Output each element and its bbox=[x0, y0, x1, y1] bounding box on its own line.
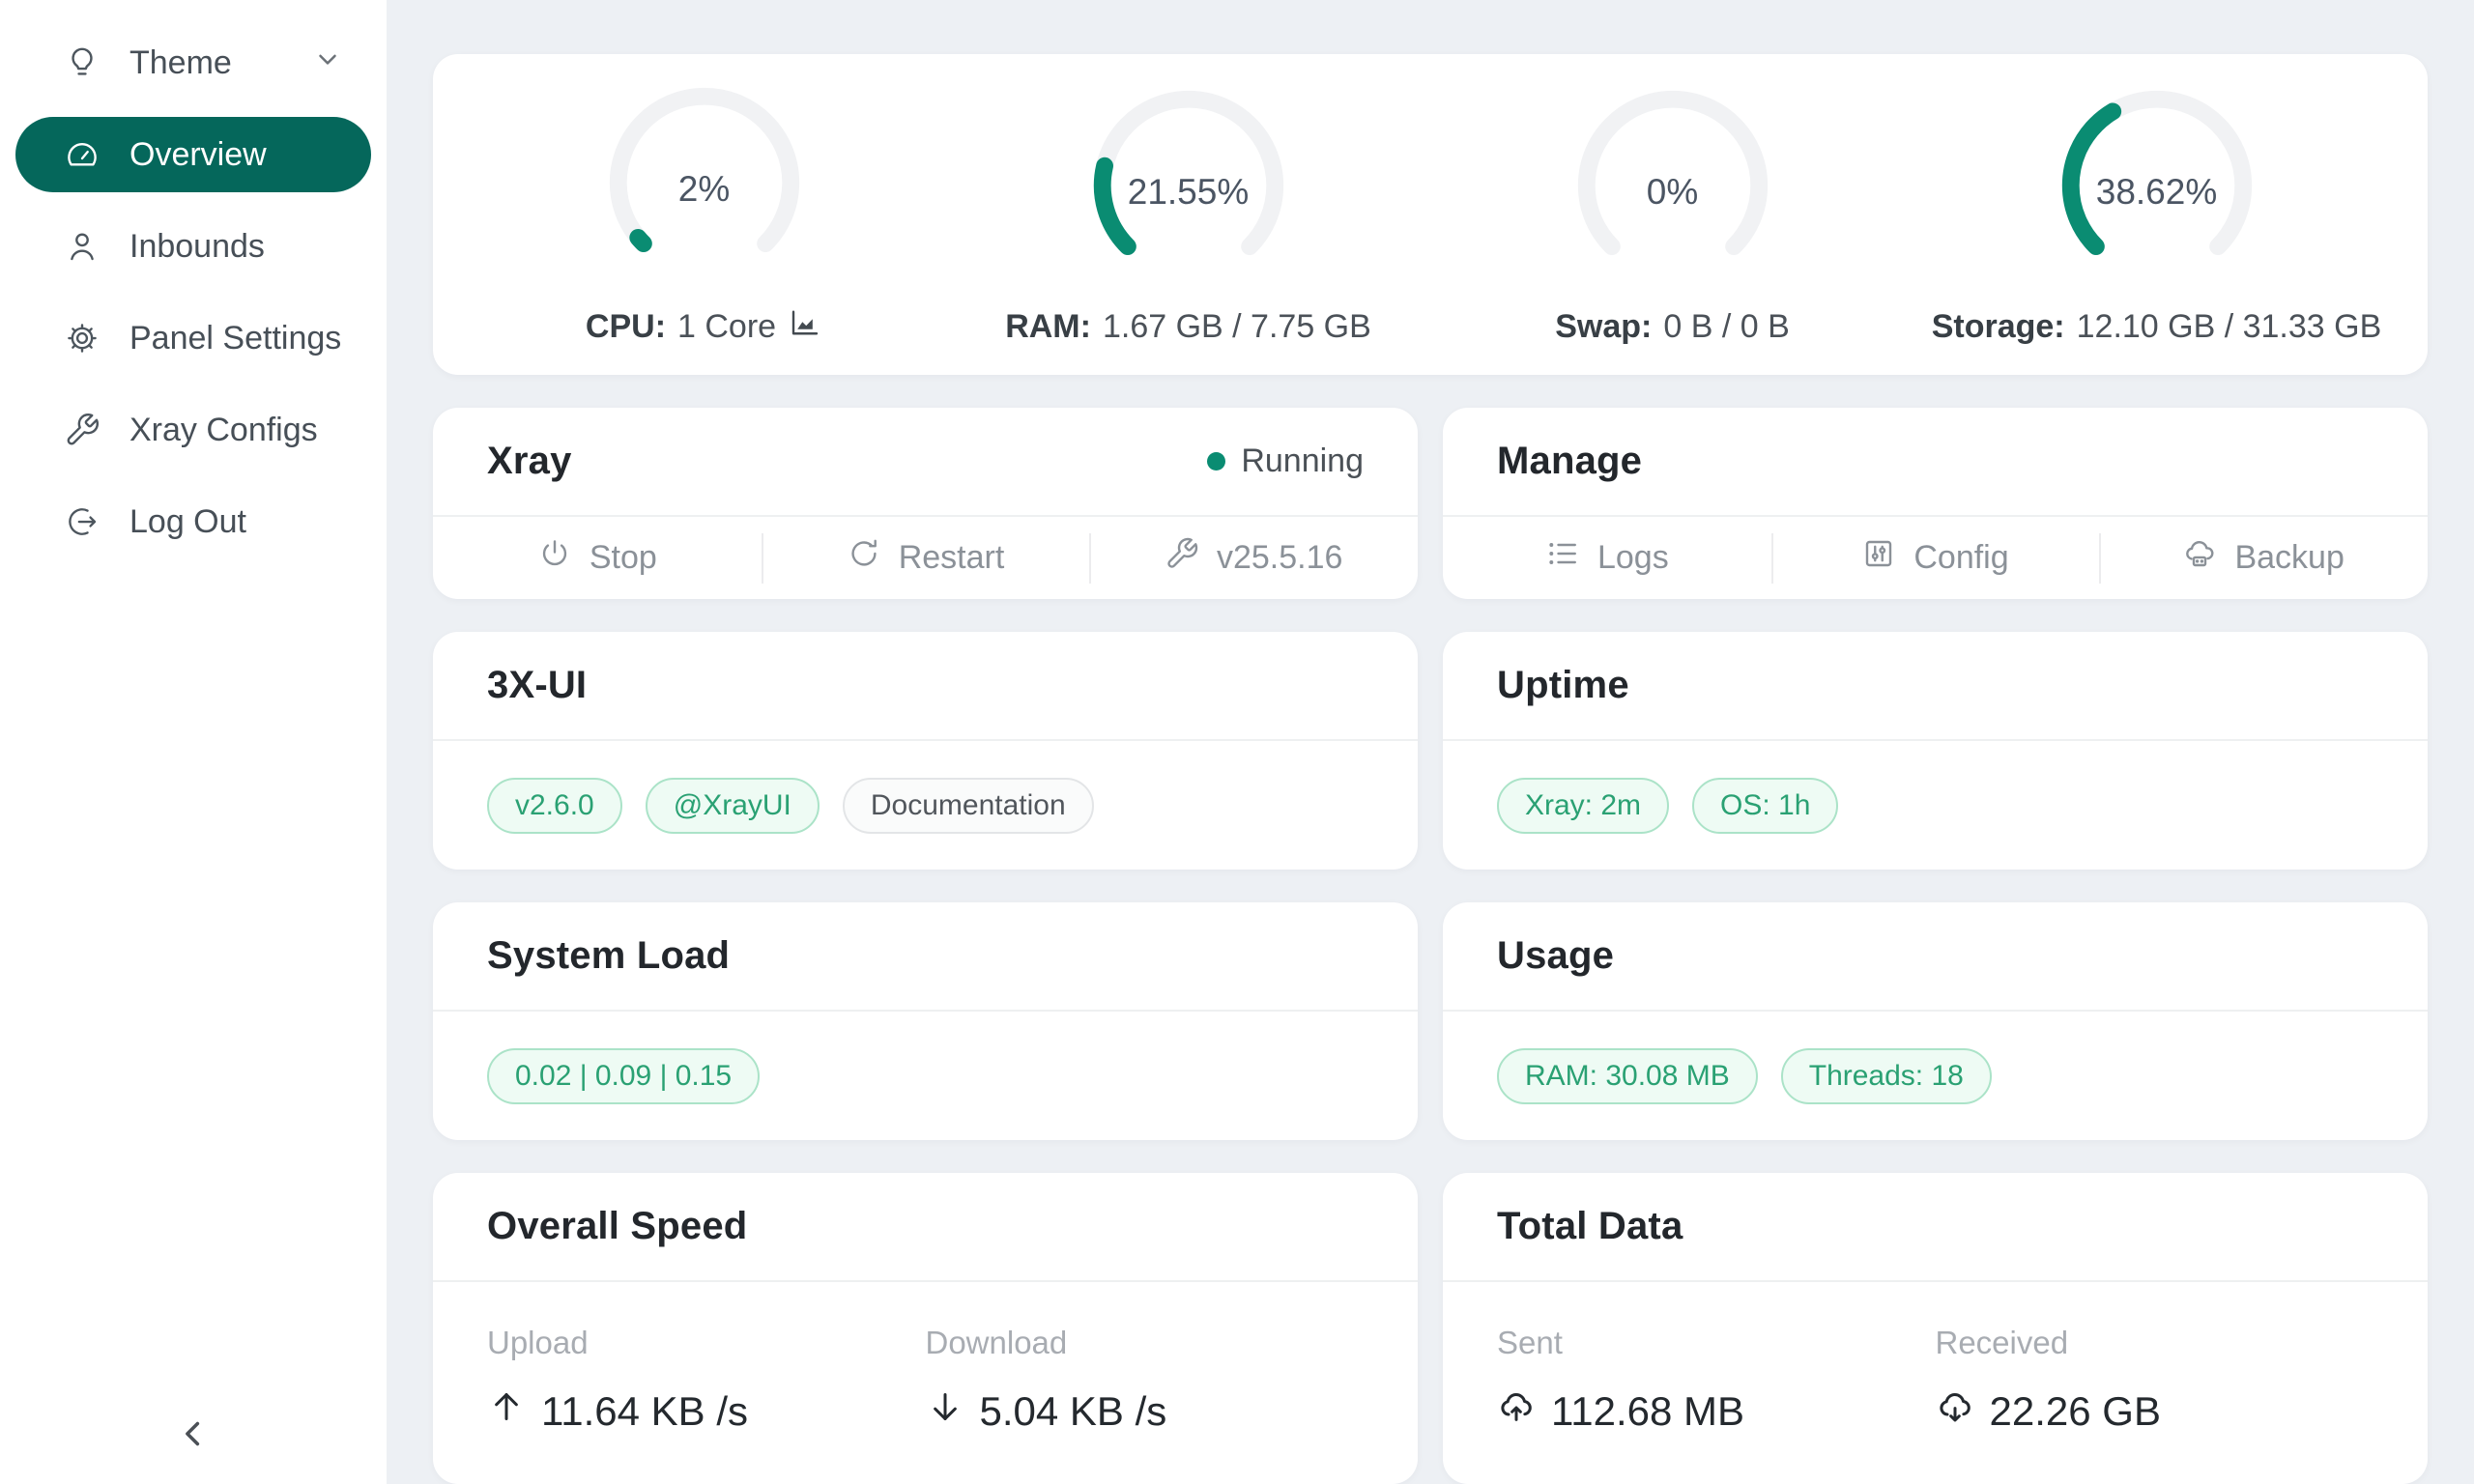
threads-tag: Threads: 18 bbox=[1780, 1047, 1992, 1104]
overall-speed-card: Overall Speed Upload 11.64 KB /s Downl bbox=[433, 1173, 1418, 1484]
sidebar-item-label: Log Out bbox=[129, 502, 246, 540]
os-uptime-tag: OS: 1h bbox=[1692, 777, 1839, 834]
sidebar-collapse-button[interactable] bbox=[0, 1413, 387, 1459]
chevron-down-icon[interactable] bbox=[313, 44, 342, 82]
xray-card-title: Xray bbox=[487, 440, 572, 482]
sidebar-item-log-out[interactable]: Log Out bbox=[15, 484, 371, 559]
config-button[interactable]: Config bbox=[1771, 517, 2100, 599]
swap-percent: 0% bbox=[1646, 171, 1699, 212]
manage-card: Manage Logs Config bbox=[1443, 408, 2428, 599]
sidebar-item-inbounds[interactable]: Inbounds bbox=[15, 209, 371, 284]
storage-percent: 38.62% bbox=[2095, 171, 2218, 212]
status-label: Running bbox=[1241, 442, 1364, 479]
sent-value: 112.68 MB bbox=[1551, 1388, 1745, 1434]
gear-icon bbox=[64, 320, 101, 357]
sidebar-item-overview[interactable]: Overview bbox=[15, 117, 371, 192]
arrow-down-icon bbox=[926, 1387, 964, 1436]
arrow-up-icon bbox=[487, 1387, 526, 1436]
sidebar-item-xray-configs[interactable]: Xray Configs bbox=[15, 392, 371, 468]
uptime-card: Uptime Xray: 2m OS: 1h bbox=[1443, 632, 2428, 870]
area-chart-icon[interactable] bbox=[788, 305, 822, 349]
download-value: 5.04 KB /s bbox=[979, 1388, 1167, 1434]
received-value: 22.26 GB bbox=[1989, 1388, 2161, 1434]
main-content: 2% CPU: 1 Core 21.55% bbox=[387, 0, 2474, 1484]
sent-label: Sent bbox=[1497, 1325, 1563, 1360]
download-stat: Download 5.04 KB /s bbox=[926, 1325, 1365, 1484]
control-icon bbox=[1861, 536, 1896, 580]
received-label: Received bbox=[1935, 1325, 2069, 1360]
power-icon bbox=[537, 536, 572, 580]
upload-stat: Upload 11.64 KB /s bbox=[487, 1325, 926, 1484]
usage-card: Usage RAM: 30.08 MB Threads: 18 bbox=[1443, 902, 2428, 1140]
manage-card-title: Manage bbox=[1497, 440, 1643, 482]
sidebar-item-panel-settings[interactable]: Panel Settings bbox=[15, 300, 371, 376]
documentation-tag[interactable]: Documentation bbox=[842, 777, 1094, 834]
status-dot-icon bbox=[1207, 452, 1226, 471]
cpu-gauge: 2% CPU: 1 Core bbox=[462, 81, 946, 349]
xray-status: Running bbox=[1207, 442, 1364, 480]
wrench-icon bbox=[1165, 536, 1199, 580]
xrayui-tag[interactable]: @XrayUI bbox=[645, 777, 820, 834]
swap-label: Swap: 0 B / 0 B bbox=[1555, 307, 1790, 345]
system-load-card: System Load 0.02 | 0.09 | 0.15 bbox=[433, 902, 1418, 1140]
cpu-percent: 2% bbox=[677, 168, 731, 209]
ram-gauge: 21.55% RAM: 1.67 GB / 7.75 GB bbox=[946, 84, 1430, 346]
ram-usage-tag: RAM: 30.08 MB bbox=[1497, 1047, 1758, 1104]
storage-gauge: 38.62% Storage: 12.10 GB / 31.33 GB bbox=[1914, 84, 2399, 346]
system-load-title: System Load bbox=[487, 934, 731, 977]
backup-button[interactable]: Backup bbox=[2099, 517, 2428, 599]
logout-icon bbox=[64, 503, 101, 540]
bulb-icon bbox=[64, 44, 101, 81]
load-average-tag: 0.02 | 0.09 | 0.15 bbox=[487, 1047, 761, 1104]
ram-label: RAM: 1.67 GB / 7.75 GB bbox=[1005, 307, 1371, 345]
system-stats-card: 2% CPU: 1 Core 21.55% bbox=[433, 54, 2428, 375]
storage-label: Storage: 12.10 GB / 31.33 GB bbox=[1931, 307, 2382, 345]
cloud-upload-icon bbox=[1497, 1387, 1536, 1436]
ram-percent: 21.55% bbox=[1127, 171, 1250, 212]
overall-speed-title: Overall Speed bbox=[487, 1205, 748, 1247]
sidebar-item-label: Theme bbox=[129, 43, 232, 81]
logs-button[interactable]: Logs bbox=[1443, 517, 1771, 599]
xray-version-button[interactable]: v25.5.16 bbox=[1089, 517, 1418, 599]
sidebar-item-label: Xray Configs bbox=[129, 411, 318, 448]
sidebar-item-label: Panel Settings bbox=[129, 319, 342, 357]
download-label: Download bbox=[925, 1325, 1068, 1360]
xui-card-title: 3X-UI bbox=[487, 664, 588, 706]
dashboard-icon bbox=[64, 136, 101, 173]
cpu-label: CPU: 1 Core bbox=[586, 305, 822, 349]
wrench-icon bbox=[64, 412, 101, 448]
xray-card: Xray Running Stop bbox=[433, 408, 1418, 599]
user-icon bbox=[64, 228, 101, 265]
swap-gauge: 0% Swap: 0 B / 0 B bbox=[1430, 84, 1914, 346]
sidebar-item-label: Inbounds bbox=[129, 227, 265, 265]
cloud-download-icon bbox=[1936, 1387, 1974, 1436]
sent-stat: Sent 112.68 MB bbox=[1497, 1325, 1936, 1484]
list-icon bbox=[1545, 536, 1580, 580]
version-tag[interactable]: v2.6.0 bbox=[487, 777, 622, 834]
xray-uptime-tag: Xray: 2m bbox=[1497, 777, 1670, 834]
sidebar: Theme Overview Inbounds Panel Settings bbox=[0, 0, 387, 1484]
refresh-icon bbox=[847, 536, 881, 580]
upload-label: Upload bbox=[487, 1325, 589, 1360]
stop-button[interactable]: Stop bbox=[433, 517, 762, 599]
restart-button[interactable]: Restart bbox=[762, 517, 1090, 599]
received-stat: Received 22.26 GB bbox=[1936, 1325, 2374, 1484]
chevron-left-icon bbox=[173, 1413, 214, 1459]
sidebar-item-label: Overview bbox=[129, 135, 267, 173]
cloud-server-icon bbox=[2182, 536, 2217, 580]
upload-value: 11.64 KB /s bbox=[541, 1388, 749, 1434]
total-data-card: Total Data Sent 112.68 MB Received bbox=[1443, 1173, 2428, 1484]
total-data-title: Total Data bbox=[1497, 1205, 1683, 1247]
sidebar-item-theme[interactable]: Theme bbox=[15, 25, 371, 100]
usage-card-title: Usage bbox=[1497, 934, 1615, 977]
xui-card: 3X-UI v2.6.0 @XrayUI Documentation bbox=[433, 632, 1418, 870]
uptime-card-title: Uptime bbox=[1497, 664, 1629, 706]
